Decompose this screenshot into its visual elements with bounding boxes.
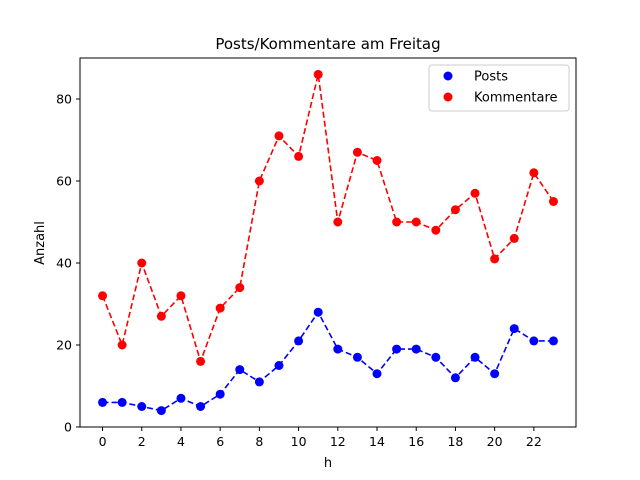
data-point — [117, 397, 127, 407]
legend-item: Posts — [443, 70, 508, 85]
chart-title: Posts/Kommentare am Freitag — [215, 35, 440, 53]
data-point — [529, 168, 539, 178]
x-tick-label: 18 — [447, 434, 463, 449]
data-point — [196, 356, 206, 366]
legend: Posts Kommentare — [428, 64, 570, 112]
legend-label: Kommentare — [474, 91, 558, 106]
y-axis-label: Anzahl — [33, 221, 48, 265]
data-point — [294, 336, 304, 346]
legend-marker — [443, 92, 453, 102]
data-point — [548, 336, 558, 346]
data-point — [137, 402, 147, 411]
data-point — [470, 352, 480, 362]
series-line — [102, 310, 554, 412]
data-point — [235, 283, 245, 293]
x-tick-label: 20 — [487, 434, 503, 449]
data-point — [333, 217, 343, 227]
x-tick-label: 6 — [216, 434, 224, 449]
x-tick-label: 2 — [138, 434, 146, 449]
series-kommentare — [98, 69, 558, 366]
data-point — [490, 254, 500, 264]
data-point — [176, 393, 186, 403]
data-point — [392, 344, 402, 354]
data-point — [215, 303, 225, 313]
y-tick-label: 60 — [56, 174, 72, 189]
data-point — [98, 291, 108, 301]
x-tick-label: 12 — [330, 434, 346, 449]
data-point — [254, 176, 264, 186]
data-point — [176, 291, 186, 301]
data-point — [411, 344, 421, 354]
data-point — [98, 397, 108, 407]
x-axis-label: h — [324, 456, 332, 471]
data-point — [431, 225, 441, 235]
data-point — [529, 336, 539, 346]
y-tick-label: 80 — [56, 92, 72, 107]
y-tick-label: 20 — [56, 338, 72, 353]
data-point — [352, 147, 362, 157]
x-tick-label: 22 — [526, 434, 542, 449]
data-point — [313, 307, 323, 317]
x-tick-label: 14 — [369, 434, 385, 449]
data-point — [450, 205, 460, 215]
plot-frame — [79, 57, 577, 428]
legend-marker — [443, 71, 453, 81]
data-point — [490, 369, 500, 379]
data-point — [156, 406, 166, 416]
legend-label: Posts — [474, 70, 508, 85]
data-point — [548, 197, 558, 206]
x-tick-label: 10 — [291, 434, 307, 449]
data-point — [450, 373, 460, 383]
data-point — [274, 131, 284, 141]
data-point — [156, 311, 166, 321]
data-point — [372, 156, 382, 165]
data-point — [254, 377, 264, 387]
series-line — [101, 74, 555, 364]
data-point — [509, 324, 519, 334]
data-point — [235, 365, 245, 375]
y-tick-label: 0 — [64, 420, 72, 435]
x-tick-label: 4 — [177, 434, 185, 449]
data-point — [470, 188, 480, 198]
x-tick-label: 16 — [408, 434, 424, 449]
data-point — [509, 233, 519, 243]
data-point — [137, 258, 147, 268]
data-point — [196, 402, 206, 411]
data-point — [372, 369, 382, 379]
data-point — [431, 352, 441, 362]
plot-area — [79, 57, 577, 428]
x-tick-label: 0 — [99, 434, 107, 449]
series-posts — [98, 307, 558, 416]
data-point — [411, 217, 421, 227]
data-point — [333, 344, 343, 354]
data-point — [117, 340, 127, 350]
data-point — [215, 389, 225, 399]
y-tick-label: 40 — [56, 256, 72, 271]
data-point — [392, 217, 402, 227]
data-point — [313, 69, 323, 79]
data-point — [274, 361, 284, 370]
x-axis: 0 2 4 6 8 10 12 14 16 18 20 22 — [99, 427, 542, 449]
data-point — [294, 151, 304, 161]
legend-box — [428, 64, 570, 112]
legend-item: Kommentare — [443, 91, 558, 106]
y-axis: 0 20 40 60 80 — [56, 92, 80, 435]
series-layer — [98, 69, 558, 416]
data-point — [352, 352, 362, 362]
x-tick-label: 8 — [255, 434, 263, 449]
